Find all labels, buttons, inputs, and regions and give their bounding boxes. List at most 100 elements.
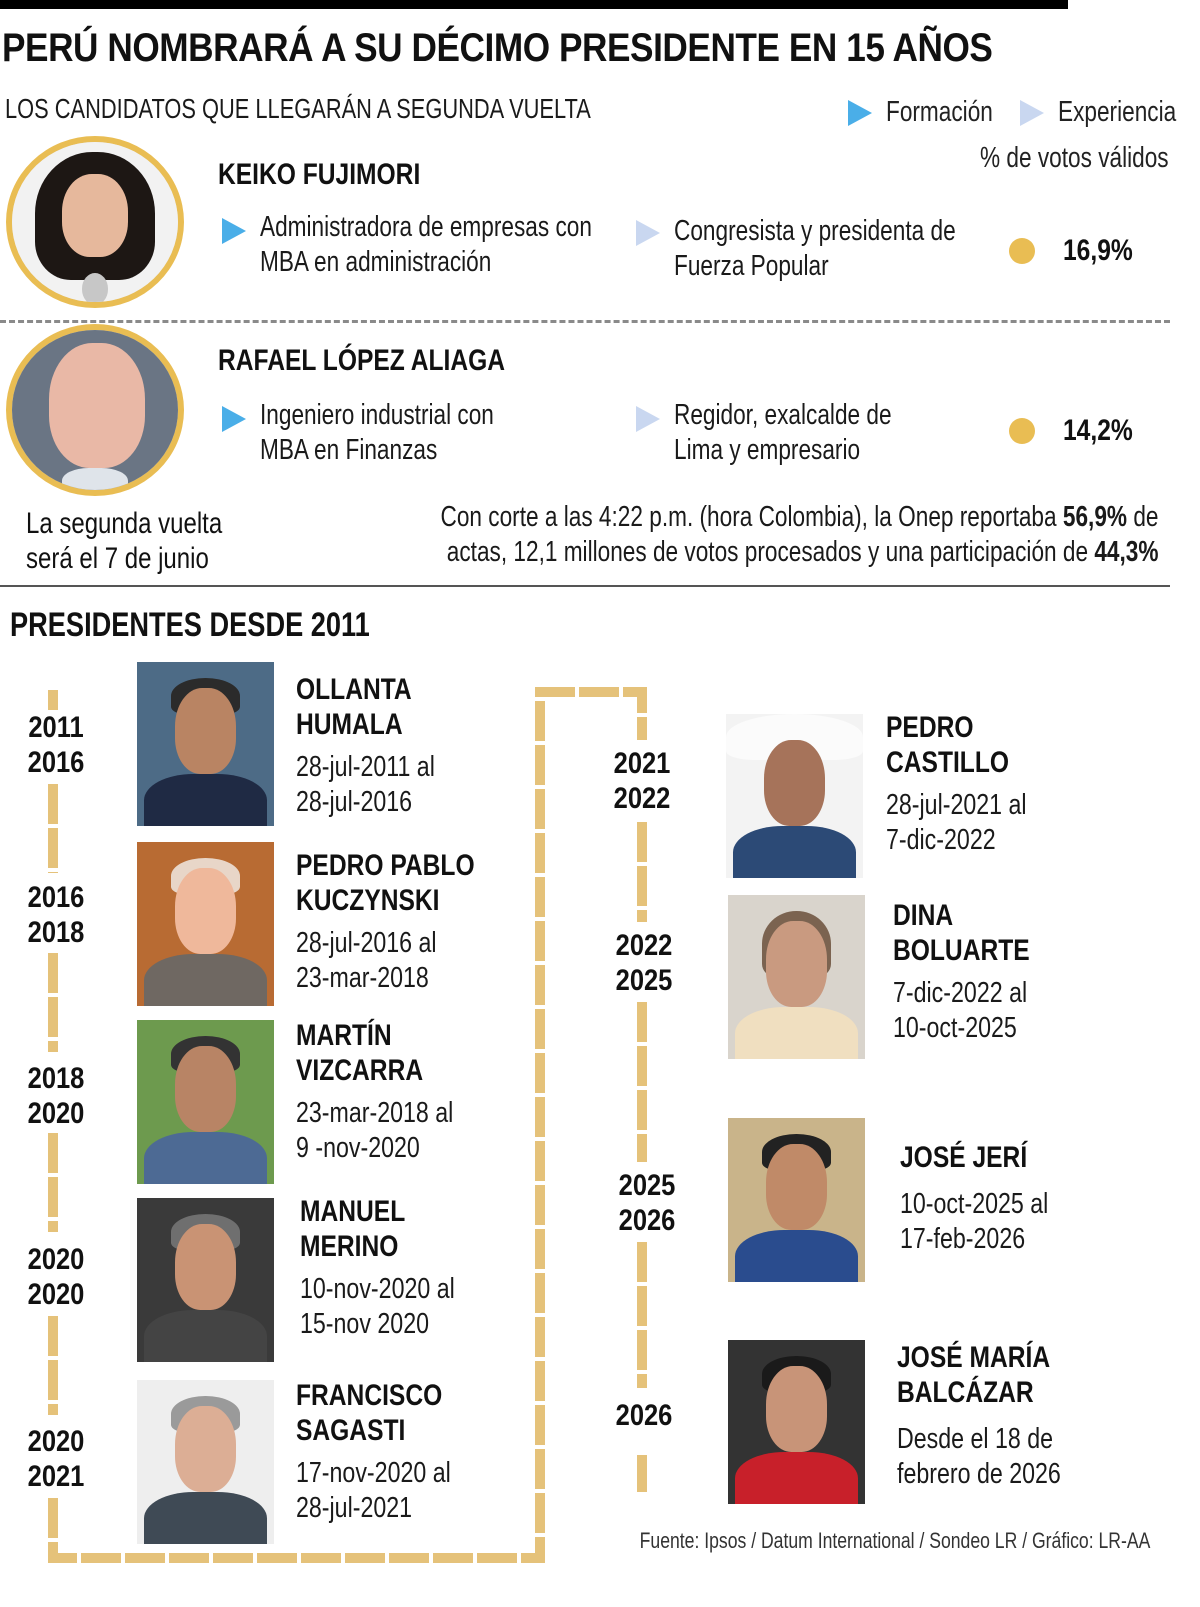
legend-formacion-label: Formación [886, 96, 993, 128]
name-line: MERINO [300, 1230, 399, 1263]
name-line: JOSÉ JERÍ [900, 1141, 1028, 1174]
portrait-image [137, 662, 274, 826]
candidate-experiencia: Regidor, exalcalde de Lima y empresario [674, 398, 892, 468]
formacion-line: Administradora de empresas con [260, 211, 592, 243]
year-end: 2022 [613, 782, 671, 815]
name-line: BALCÁZAR [897, 1376, 1034, 1409]
experiencia-line: Fuerza Popular [674, 250, 829, 282]
name-line: MARTÍN [296, 1019, 392, 1052]
formacion-triangle-icon [222, 218, 246, 244]
year-end: 2020 [27, 1097, 85, 1130]
date-line: 15-nov 2020 [300, 1308, 429, 1340]
section-divider [0, 585, 1170, 587]
name-line: PEDRO PABLO [296, 849, 475, 882]
date-line: 17-feb-2026 [900, 1223, 1026, 1255]
term-years: 2016 2018 [22, 880, 90, 950]
name-line: DINA [893, 899, 954, 932]
portrait-image [12, 142, 178, 302]
president-photo-kuczynski [137, 842, 274, 1006]
report-text: actas, 12,1 millones de votos procesados… [446, 536, 1094, 568]
president-name: FRANCISCO SAGASTI [296, 1378, 455, 1448]
legend-experiencia-label: Experiencia [1058, 96, 1177, 128]
date-line: 28-jul-2016 al [296, 927, 437, 959]
date-line: 23-mar-2018 [296, 962, 429, 994]
president-name: PEDRO PABLO KUCZYNSKI [296, 848, 475, 918]
president-name: PEDRO CASTILLO [886, 710, 1030, 780]
date-line: 23-mar-2018 al [296, 1097, 454, 1129]
year-start: 2021 [613, 747, 671, 780]
date-line: 17-nov-2020 al [296, 1457, 451, 1489]
name-line: MANUEL [300, 1195, 406, 1228]
candidate-vote-pct: 16,9% [1063, 234, 1133, 267]
vote-dot-icon [1009, 238, 1035, 264]
president-name: JOSÉ MARÍA BALCÁZAR [897, 1340, 1065, 1410]
president-name: MANUEL MERINO [300, 1194, 459, 1264]
president-entry: JOSÉ JERÍ 10-oct-2025 al 17-feb-2026 [900, 1140, 1085, 1257]
date-line: 10-oct-2025 [893, 1012, 1017, 1044]
name-line: KUCZYNSKI [296, 884, 440, 917]
president-photo-humala [137, 662, 274, 826]
experiencia-line: Congresista y presidenta de [674, 215, 956, 247]
president-term-dates: 10-nov-2020 al 15-nov 2020 [300, 1272, 455, 1342]
date-line: 7-dic-2022 [886, 824, 996, 856]
president-photo-sagasti [137, 1380, 274, 1544]
president-name: OLLANTA HUMALA [296, 672, 438, 742]
name-line: HUMALA [296, 708, 403, 741]
formacion-line: MBA en administración [260, 246, 492, 278]
portrait-image [728, 1118, 865, 1282]
candidate-divider [0, 320, 1170, 323]
president-term-dates: 10-oct-2025 al 17-feb-2026 [900, 1187, 1048, 1257]
vote-count-report: Con corte a las 4:22 p.m. (hora Colombia… [440, 500, 1158, 570]
term-years: 2022 2025 [610, 928, 678, 998]
report-text: de [1126, 501, 1158, 533]
president-name: DINA BOLUARTE [893, 898, 1030, 968]
year-start: 2018 [27, 1062, 85, 1095]
formacion-line: MBA en Finanzas [260, 434, 438, 466]
section-subtitle-candidates: LOS CANDIDATOS QUE LLEGARÁN A SEGUNDA VU… [5, 93, 591, 124]
candidate-experiencia: Congresista y presidenta de Fuerza Popul… [674, 214, 956, 284]
year-end: 2021 [27, 1460, 85, 1493]
experiencia-line: Regidor, exalcalde de [674, 399, 892, 431]
term-years: 2018 2020 [22, 1061, 90, 1131]
portrait-image [137, 1020, 274, 1184]
president-photo-vizcarra [137, 1020, 274, 1184]
year-start: 2026 [615, 1399, 673, 1432]
president-term-dates: 28-jul-2011 al 28-jul-2016 [296, 750, 435, 820]
report-line-1: Con corte a las 4:22 p.m. (hora Colombia… [440, 500, 1158, 535]
president-name: MARTÍN VIZCARRA [296, 1018, 457, 1088]
president-name: JOSÉ JERÍ [900, 1140, 1052, 1175]
top-rule [0, 0, 1068, 9]
date-line: 10-oct-2025 al [900, 1188, 1049, 1220]
participation-pct: 44,3% [1093, 536, 1158, 568]
name-line: SAGASTI [296, 1414, 406, 1447]
report-text: Con corte a las 4:22 p.m. (hora Colombia… [440, 501, 1063, 533]
president-photo-balcazar [728, 1340, 865, 1504]
experiencia-line: Lima y empresario [674, 434, 861, 466]
candidate-formacion: Ingeniero industrial con MBA en Finanzas [260, 398, 494, 468]
votes-legend-label: % de votos válidos [980, 142, 1169, 174]
vote-dot-icon [1009, 418, 1035, 444]
date-line: 10-nov-2020 al [300, 1273, 455, 1305]
date-line: febrero de 2026 [897, 1458, 1061, 1490]
date-line: 7-dic-2022 al [893, 977, 1028, 1009]
runoff-date-note: La segunda vuelta será el 7 de junio [26, 506, 222, 576]
candidate-name: RAFAEL LÓPEZ ALIAGA [218, 344, 506, 377]
report-line-2: actas, 12,1 millones de votos procesados… [440, 535, 1158, 570]
note-line: será el 7 de junio [26, 542, 209, 575]
name-line: BOLUARTE [893, 934, 1030, 967]
date-line: Desde el 18 de [897, 1423, 1054, 1455]
candidate-name: KEIKO FUJIMORI [218, 158, 421, 191]
name-line: PEDRO [886, 711, 974, 744]
year-start: 2020 [27, 1243, 85, 1276]
portrait-image [728, 895, 865, 1059]
president-term-dates: 28-jul-2021 al 7-dic-2022 [886, 788, 1027, 858]
year-start: 2022 [615, 929, 673, 962]
legend-experiencia: Experiencia [1020, 96, 1200, 129]
president-term-dates: 23-mar-2018 al 9 -nov-2020 [296, 1096, 453, 1166]
term-years: 2011 2016 [22, 710, 90, 780]
date-line: 28-jul-2016 [296, 786, 413, 818]
president-entry: PEDRO CASTILLO 28-jul-2021 al 7-dic-2022 [886, 710, 1062, 858]
year-start: 2016 [27, 881, 85, 914]
experiencia-triangle-icon [636, 406, 660, 432]
